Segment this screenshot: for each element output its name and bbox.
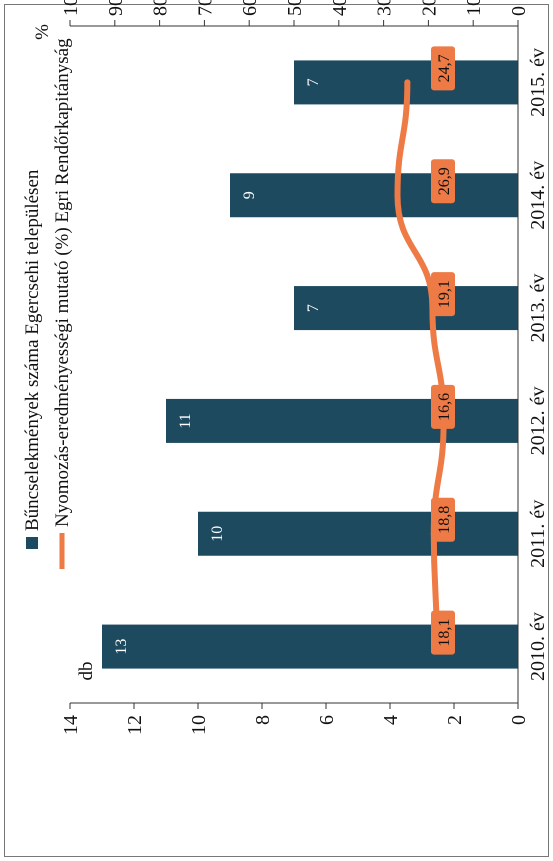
line-value-label: 24,7 — [436, 54, 453, 82]
bar — [102, 624, 518, 669]
bar — [230, 173, 518, 218]
line-value-box — [431, 46, 455, 91]
category-label: 2013. év — [527, 274, 549, 343]
category-label: 2010. év — [527, 612, 549, 681]
left-axis-tick-label: 14 — [60, 715, 82, 735]
right-axis-tick-label: 0 — [508, 6, 530, 16]
line-value-box — [431, 272, 455, 317]
left-axis-tick-label: 6 — [316, 715, 338, 725]
bar-value-label: 9 — [241, 191, 258, 199]
left-axis-tick-label: 2 — [444, 715, 466, 725]
left-axis-unit: db — [76, 662, 97, 681]
category-label: 2012. év — [527, 386, 549, 455]
right-axis-tick-label: 20 — [418, 0, 440, 16]
line-point — [404, 79, 411, 86]
line-value-box — [431, 610, 455, 655]
category-label: 2014. év — [527, 161, 549, 230]
legend-label-line: Nyomozás-eredményességi mutató (%) Egri … — [52, 38, 73, 527]
right-axis-tick-label: 70 — [194, 0, 216, 16]
line-point — [394, 192, 401, 199]
legend-label-bar: Bűncselekmények száma Egercsehi települé… — [22, 169, 43, 531]
left-axis-tick-label: 10 — [188, 715, 210, 735]
legend-swatch-bar — [26, 537, 38, 549]
line-value-label: 18,1 — [436, 619, 453, 647]
left-axis-tick-label: 4 — [380, 715, 402, 725]
line-value-label: 19,1 — [436, 280, 453, 308]
line-value-label: 26,9 — [436, 167, 453, 195]
left-axis-tick-label: 8 — [252, 715, 274, 725]
right-axis-tick-label: 30 — [374, 0, 396, 16]
right-axis-tick-label: 90 — [105, 0, 127, 16]
line-value-box — [431, 497, 455, 542]
left-axis-tick-label: 12 — [124, 715, 146, 735]
bar — [166, 398, 518, 443]
line-value-label: 18,8 — [436, 506, 453, 534]
line-value-label: 16,6 — [436, 393, 453, 421]
bar — [198, 511, 518, 556]
right-axis-unit: % — [32, 24, 53, 40]
chart-frame — [4, 4, 549, 857]
bar-value-label: 7 — [305, 304, 322, 312]
left-axis-tick-label: 0 — [508, 715, 530, 725]
category-label: 2011. év — [527, 500, 549, 568]
bar-value-label: 13 — [113, 639, 130, 655]
bar-value-label: 7 — [305, 78, 322, 86]
line-value-box — [431, 384, 455, 429]
right-axis-tick-label: 100 — [60, 0, 82, 16]
right-axis-tick-label: 50 — [284, 0, 306, 16]
bar — [294, 286, 518, 331]
right-axis-tick-label: 10 — [463, 0, 485, 16]
right-axis-tick-label: 40 — [329, 0, 351, 16]
right-axis-tick-label: 60 — [239, 0, 261, 16]
bar-value-label: 11 — [177, 413, 194, 428]
category-label: 2015. év — [527, 48, 549, 117]
bar-value-label: 10 — [209, 526, 226, 542]
right-axis-tick-label: 80 — [150, 0, 172, 16]
line-value-box — [431, 159, 455, 204]
